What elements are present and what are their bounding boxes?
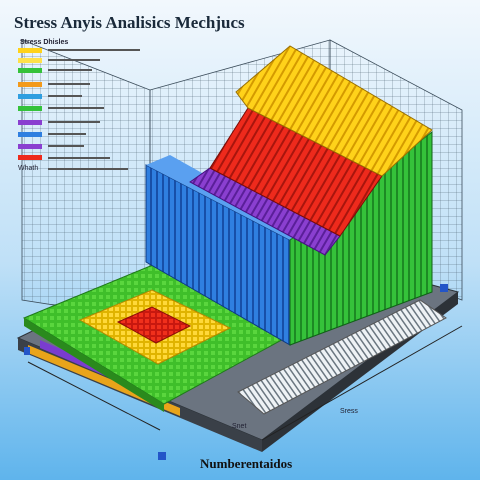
axis-label: Sress xyxy=(340,408,358,415)
swatch xyxy=(18,106,42,111)
dimension-line xyxy=(261,325,463,441)
tile-red xyxy=(116,306,192,344)
tile-edge xyxy=(24,318,164,412)
grating xyxy=(237,299,447,415)
dimension-line xyxy=(27,361,161,431)
swatch xyxy=(18,132,42,137)
dimension-lines xyxy=(27,325,463,441)
swatch xyxy=(18,120,42,125)
swatch xyxy=(18,58,42,63)
legend-swatches xyxy=(18,48,42,160)
foot xyxy=(158,452,166,460)
foot xyxy=(24,347,30,355)
legend: Stress Dhisles Whath xyxy=(18,39,140,172)
platform-stripe xyxy=(40,340,110,378)
swatch xyxy=(18,82,42,87)
axis-label: Snet xyxy=(232,423,246,430)
swatch xyxy=(18,155,42,160)
legend-title: Stress Dhisles xyxy=(20,39,68,46)
title: Stress Anyis Analisics Mechjucs xyxy=(14,13,245,32)
swatch xyxy=(18,94,42,99)
footer-label: Numberentaidos xyxy=(200,456,292,471)
swatch xyxy=(18,144,42,149)
legend-extra: Whath xyxy=(18,165,38,172)
swatch xyxy=(18,48,42,53)
foot xyxy=(440,284,448,292)
swatch xyxy=(18,68,42,73)
legend-text-lines xyxy=(48,49,140,170)
yellow-top xyxy=(235,45,433,177)
